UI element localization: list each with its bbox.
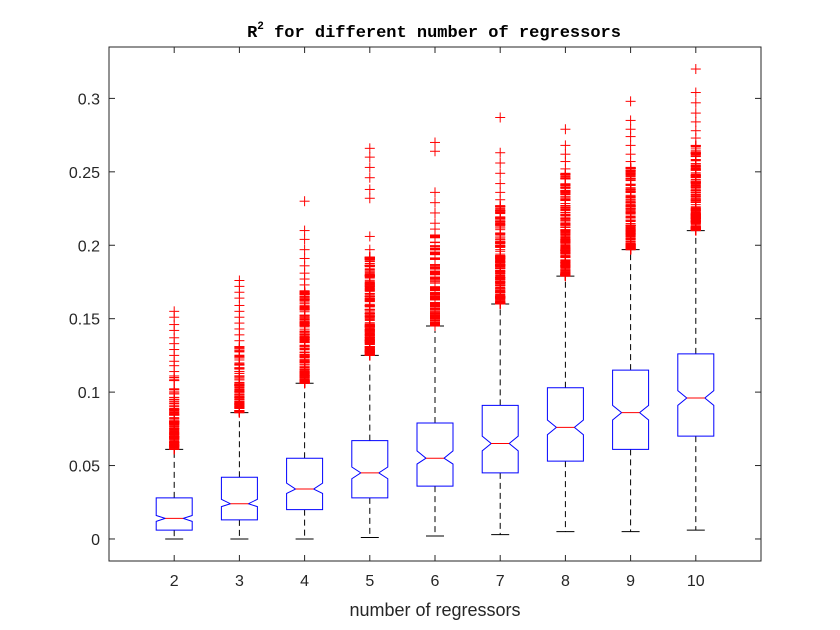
box: [677, 353, 715, 437]
y-tick-label: 0: [91, 532, 100, 549]
box-group-7: [481, 112, 519, 536]
x-tick-label: 6: [431, 573, 440, 590]
box-group-10: [677, 64, 715, 531]
box-group-6: [416, 137, 454, 537]
box-group-3: [220, 275, 258, 540]
outliers-9: [625, 96, 636, 255]
y-tick-label: 0.1: [78, 385, 100, 402]
box: [546, 387, 584, 462]
outliers-6: [430, 137, 440, 332]
x-tick-label: 8: [561, 573, 570, 590]
outliers-5: [364, 143, 375, 361]
y-axis: 0 0.05 0.1 0.15 0.2 0.25 0.3: [69, 91, 761, 549]
box: [220, 476, 258, 521]
y-tick-label: 0.2: [78, 238, 100, 255]
outliers-3: [234, 275, 245, 418]
y-tick-label: 0.25: [69, 165, 100, 182]
box: [416, 422, 454, 487]
y-tick-label: 0.15: [69, 312, 100, 329]
x-tick-label: 4: [300, 573, 309, 590]
plot-title-rest: for different number of regressors: [264, 24, 621, 43]
x-tick-label: 10: [687, 573, 705, 590]
x-tick-label: 9: [626, 573, 635, 590]
outliers-4: [299, 196, 310, 389]
outliers-2: [169, 306, 180, 455]
x-tick-label: 3: [235, 573, 244, 590]
x-tick-label: 2: [170, 573, 179, 590]
box-group-9: [612, 96, 650, 533]
plot-title-r: R: [247, 24, 258, 43]
outliers-7: [495, 112, 506, 309]
box: [612, 369, 650, 450]
box: [351, 440, 389, 499]
x-axis: 2 3 4 5 6 7 8 9 10: [170, 47, 705, 590]
y-tick-label: 0.05: [69, 459, 100, 476]
box-group-8: [546, 124, 584, 533]
box: [155, 497, 193, 531]
box-group-4: [286, 196, 324, 540]
x-tick-label: 5: [365, 573, 374, 590]
plot-title: R2 for different number of regressors: [247, 21, 621, 43]
box: [481, 404, 519, 474]
x-tick-label: 7: [496, 573, 505, 590]
box: [286, 457, 324, 511]
x-axis-title: number of regressors: [349, 600, 520, 620]
plot-title-superscript: 2: [257, 21, 264, 33]
outliers-10: [690, 64, 701, 236]
plot-content: [155, 64, 715, 540]
box-group-5: [351, 143, 389, 539]
outliers-8: [560, 124, 571, 282]
y-tick-label: 0.3: [78, 91, 100, 108]
box-group-2: [155, 306, 193, 540]
